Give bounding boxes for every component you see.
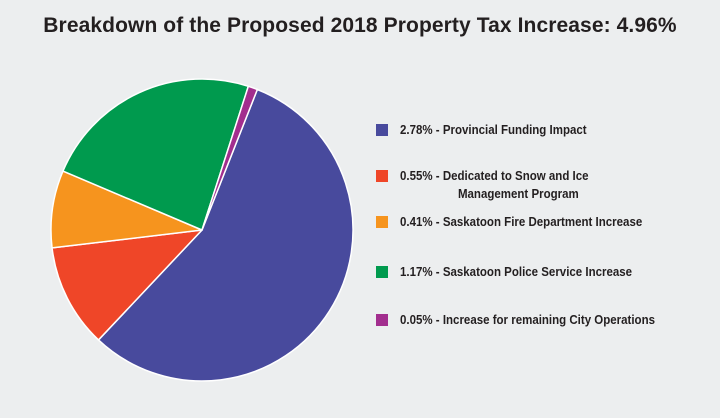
legend-swatch-police-service <box>376 266 388 278</box>
legend-item-provincial-funding: 2.78% - Provincial Funding Impact <box>376 121 603 139</box>
pie-slice-snow-ice <box>51 229 203 341</box>
legend-swatch-city-operations <box>376 314 388 326</box>
legend-label-city-operations: 0.05% - Increase for remaining City Oper… <box>400 313 656 327</box>
legend-label-police-service: 1.17% - Saskatoon Police Service Increas… <box>400 265 633 279</box>
legend-swatch-snow-ice <box>376 170 388 182</box>
legend-label-snow-ice-line1: 0.55% - Dedicated to Snow and Ice <box>400 169 589 183</box>
legend-label-snow-ice-line2: Management Program <box>457 187 579 201</box>
pie-slice-provincial-funding <box>97 88 354 382</box>
legend-swatch-fire-department <box>376 216 388 228</box>
pie-slice-police-service <box>62 78 250 231</box>
legend-label-fire-department: 0.41% - Saskatoon Fire Department Increa… <box>400 215 643 229</box>
legend-item-police-service: 1.17% - Saskatoon Police Service Increas… <box>376 263 652 281</box>
pie-slice-city-operations <box>201 85 259 231</box>
legend-label-provincial-funding: 2.78% - Provincial Funding Impact <box>400 123 587 137</box>
legend-item-city-operations: 0.05% - Increase for remaining City Oper… <box>376 311 677 329</box>
legend-label-snow-ice: 0.55% - Dedicated to Snow and Ice Managem… <box>400 167 589 203</box>
legend-swatch-provincial-funding <box>376 124 388 136</box>
legend-item-fire-department: 0.41% - Saskatoon Fire Department Increa… <box>376 213 663 231</box>
legend-item-snow-ice: 0.55% - Dedicated to Snow and Ice Managem… <box>376 167 605 203</box>
chart-title: Breakdown of the Proposed 2018 Property … <box>43 14 677 37</box>
